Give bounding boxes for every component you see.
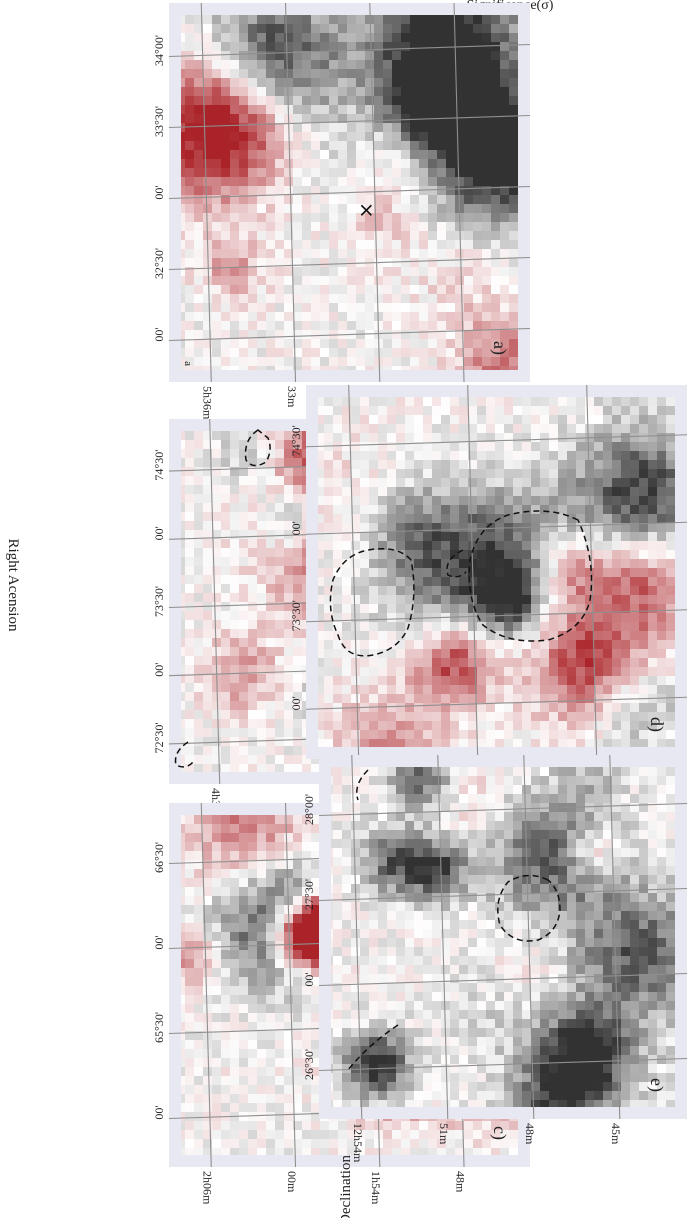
dec-tick-label: 00' bbox=[152, 526, 166, 540]
contour-line bbox=[174, 741, 194, 768]
panel-label: a) bbox=[489, 341, 510, 355]
dec-tick-label: 34°00' bbox=[152, 35, 166, 66]
dec-tick-label: 65°30' bbox=[152, 1012, 166, 1043]
ra-tick-label: 33m bbox=[285, 386, 299, 408]
dec-tick-label: 00' bbox=[152, 1105, 166, 1119]
contour-line bbox=[347, 1024, 399, 1071]
significance-heatmap bbox=[318, 397, 675, 747]
dec-tick-label: 73°30' bbox=[152, 586, 166, 617]
contour-line bbox=[244, 429, 271, 467]
ra-tick-label: 48m bbox=[523, 1123, 537, 1145]
ra-tick-label: 5h36m bbox=[201, 386, 215, 420]
ra-tick-label: 48m bbox=[453, 1171, 467, 1193]
ra-tick-label: 2h06m bbox=[201, 1171, 215, 1205]
significance-heatmap bbox=[331, 767, 675, 1107]
x-axis-label: Right Acension bbox=[5, 539, 21, 632]
dec-tick-label: 00' bbox=[152, 185, 166, 199]
dec-tick-label: 74°30' bbox=[152, 450, 166, 481]
dec-tick-label: 00' bbox=[289, 696, 303, 710]
corner-mark: a bbox=[182, 361, 194, 366]
dec-tick-label: 00' bbox=[152, 935, 166, 949]
dec-tick-label: 26°30' bbox=[302, 1049, 316, 1080]
panel-a: 34°00'33°30'00'32°30'00'5h36m33m30m27ma)… bbox=[152, 2, 531, 420]
dec-tick-label: 32°30' bbox=[152, 248, 166, 279]
significance-heatmap bbox=[181, 15, 518, 370]
ra-tick-label: 00m bbox=[285, 1171, 299, 1193]
contour-line bbox=[329, 548, 415, 657]
panel-label: c) bbox=[489, 1126, 510, 1140]
dec-tick-label: 00' bbox=[302, 972, 316, 986]
panel-e: 28°00' 27°30' 00' 26°30' 12h54m 51m 48m 45m e) bbox=[302, 754, 688, 1163]
panel-d: 74°30'00'73°30'00'11h00m10h50m40md) bbox=[289, 384, 688, 803]
dec-tick-label: 27°30' bbox=[302, 879, 316, 910]
panel-label: d) bbox=[646, 717, 667, 732]
dec-tick-label: 00' bbox=[289, 521, 303, 535]
panel-label: e) bbox=[646, 1078, 667, 1092]
y-axis-label: Declination bbox=[338, 1155, 354, 1218]
dec-tick-label: 00' bbox=[152, 327, 166, 341]
dec-tick-label: 72°30' bbox=[152, 722, 166, 753]
contour-line bbox=[468, 510, 593, 642]
ra-tick-label: 51m bbox=[437, 1123, 451, 1145]
ra-tick-label: 45m bbox=[609, 1123, 623, 1145]
dec-tick-label: 33°30' bbox=[152, 106, 166, 137]
coordinate-grid bbox=[305, 384, 688, 760]
ra-tick-label: 12h54m bbox=[351, 1123, 365, 1163]
contour-line bbox=[497, 874, 561, 942]
ra-tick-label: 1h54m bbox=[369, 1171, 383, 1205]
dec-tick-label: 73°30' bbox=[289, 600, 303, 631]
dashed-contours bbox=[174, 429, 593, 1071]
contour-line bbox=[356, 769, 369, 801]
coordinate-grid bbox=[318, 754, 688, 1120]
dec-tick-label: 00' bbox=[152, 663, 166, 677]
dec-tick-label: 28°00' bbox=[302, 794, 316, 825]
source-position-cross bbox=[360, 204, 372, 216]
dec-tick-label: 74°30' bbox=[289, 425, 303, 456]
coordinate-grid bbox=[168, 2, 531, 383]
contour-line bbox=[446, 549, 467, 578]
dec-tick-label: 66°30' bbox=[152, 842, 166, 873]
